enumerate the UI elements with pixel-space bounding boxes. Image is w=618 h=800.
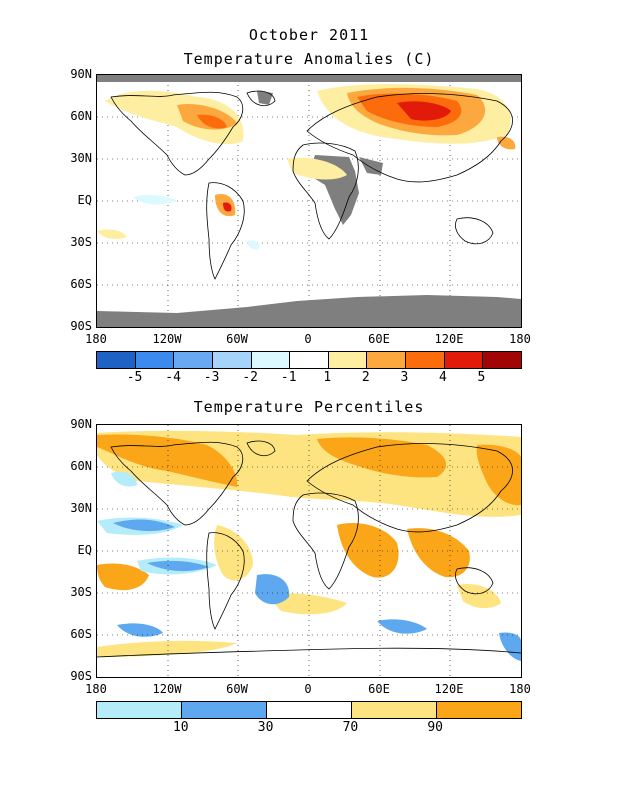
anomaly-lat-label: 30S [70, 235, 92, 249]
percentile-colorbar-label: 70 [342, 720, 359, 735]
percentile-lat-label: 90N [70, 417, 92, 431]
anomaly-colorbar-label: 5 [477, 370, 486, 385]
anomaly-colorbar-label: 1 [323, 370, 332, 385]
anomaly-colorbar-swatch [406, 352, 445, 368]
anomaly-colorbar-label: -4 [165, 370, 181, 385]
anomaly-coastlines [110, 90, 513, 280]
anomaly-colorbar-label: 2 [361, 370, 370, 385]
percentile-lat-label: 60S [70, 627, 92, 641]
percentile-colorbar-swatch [352, 702, 437, 718]
main-title: October 2011 [248, 26, 370, 44]
percentile-colorbar-label: 90 [427, 720, 444, 735]
anomaly-colorbar-label: -2 [242, 370, 258, 385]
anomaly-colorbar-swatch [328, 352, 368, 368]
anomaly-colorbar [96, 351, 522, 369]
percentile-lat-label: 60N [70, 459, 92, 473]
anomaly-lat-label: 60N [70, 109, 92, 123]
anomaly-lon-label: 60W [226, 332, 248, 346]
anomaly-colorbar-label: -5 [126, 370, 143, 385]
percentile-colorbar-swatch [437, 702, 521, 718]
anomaly-lat-label: 30N [70, 151, 92, 165]
anomaly-lon-label: 180 [85, 332, 107, 346]
anomaly-colorbar-swatch [97, 352, 136, 368]
anomaly-panel-title: Temperature Anomalies (C) [183, 50, 435, 68]
anomaly-lat-label: 90S [70, 319, 92, 333]
anomaly-colorbar-swatch [135, 352, 175, 368]
percentile-lon-label: 120W [152, 682, 182, 696]
percentile-lon-label: 120E [434, 682, 464, 696]
anomaly-map [96, 74, 522, 328]
anomaly-lat-label: EQ [77, 193, 92, 207]
anomaly-lon-label: 120W [152, 332, 182, 346]
percentile-lon-label: 180 [85, 682, 107, 696]
anomaly-colorbar-swatch [367, 352, 407, 368]
anomaly-lat-label: 60S [70, 277, 92, 291]
anomaly-colorbar-label: 4 [438, 370, 447, 385]
percentile-lon-label: 0 [304, 682, 312, 696]
anomaly-lat-label: 90N [70, 67, 92, 81]
percentile-gridlines [97, 425, 521, 677]
percentile-lon-label: 60W [226, 682, 248, 696]
percentile-lon-label: 60E [368, 682, 390, 696]
anomaly-colorbar-label: -3 [203, 370, 220, 385]
percentile-colorbar-swatch [267, 702, 352, 718]
anomaly-colorbar-swatch [444, 352, 484, 368]
percentile-cool-areas [97, 471, 521, 661]
anomaly-lon-label: 120E [434, 332, 464, 346]
anomaly-colorbar-swatch [251, 352, 291, 368]
percentile-colorbar [96, 701, 522, 719]
percentile-colorbar-label: 10 [172, 720, 189, 735]
anomaly-lon-label: 0 [304, 332, 312, 346]
percentile-panel-title: Temperature Percentiles [193, 398, 425, 416]
anomaly-lon-label: 180 [509, 332, 531, 346]
anomaly-colorbar-label: 3 [400, 370, 409, 385]
anomaly-cool-areas [133, 194, 260, 250]
anomaly-colorbar-swatch [174, 352, 213, 368]
percentile-colorbar-swatch [182, 702, 267, 718]
anomaly-colorbar-swatch [212, 352, 252, 368]
percentile-coastlines [97, 440, 521, 658]
anomaly-colorbar-swatch [483, 352, 522, 368]
anomaly-colorbar-label: -1 [280, 370, 297, 385]
percentile-warm-areas [97, 430, 521, 657]
percentile-map [96, 424, 522, 678]
percentile-lat-label: 30N [70, 501, 92, 515]
anomaly-lon-label: 60E [368, 332, 390, 346]
percentile-colorbar-swatch [97, 702, 182, 718]
percentile-colorbar-label: 30 [257, 720, 274, 735]
percentile-lat-label: 90S [70, 669, 92, 683]
percentile-lat-label: EQ [77, 543, 92, 557]
anomaly-colorbar-swatch [290, 352, 329, 368]
percentile-lat-label: 30S [70, 585, 92, 599]
percentile-lon-label: 180 [509, 682, 531, 696]
anomaly-warm-areas [97, 84, 516, 239]
